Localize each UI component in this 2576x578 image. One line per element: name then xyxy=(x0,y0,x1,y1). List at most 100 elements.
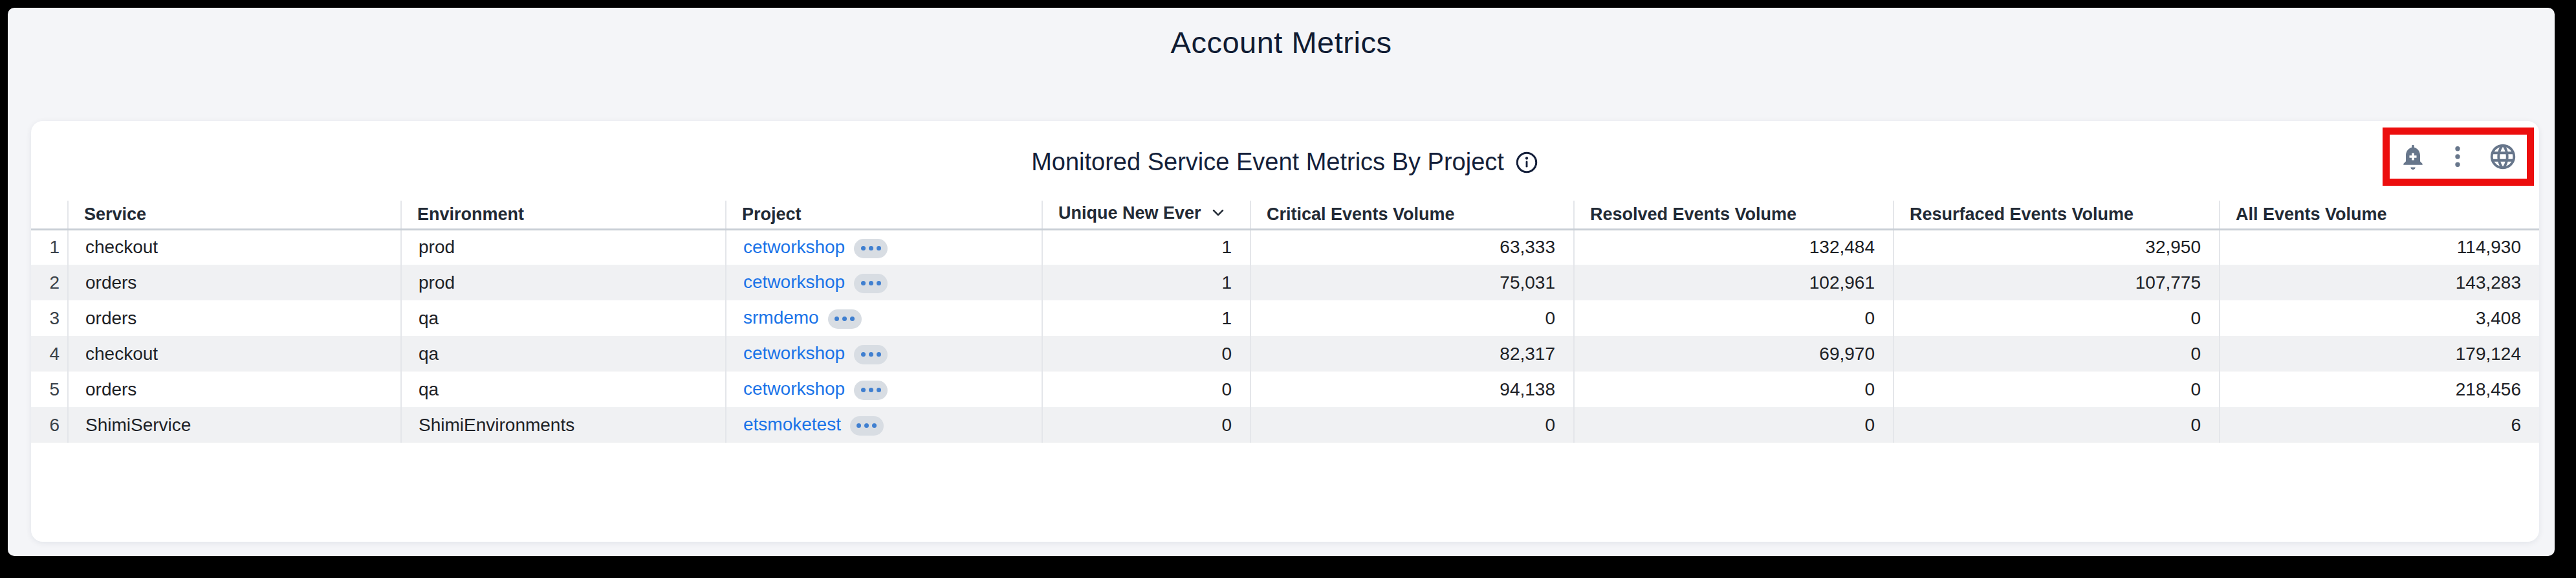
cell-unique_new: 0 xyxy=(1042,372,1250,407)
cell-unique_new: 1 xyxy=(1042,265,1250,300)
column-header-resurfaced[interactable]: Resurfaced Events Volume xyxy=(1894,201,2220,229)
dashboard-page: Account Metrics Monitored Service Event … xyxy=(8,8,2555,556)
row-index: 3 xyxy=(31,300,68,336)
cell-critical: 0 xyxy=(1250,300,1574,336)
page-title: Account Metrics xyxy=(8,25,2555,60)
cell-project: cetworkshop xyxy=(726,229,1042,265)
cell-environment: ShimiEnvironments xyxy=(401,407,726,443)
widget-card: Monitored Service Event Metrics By Proje… xyxy=(31,121,2539,542)
table-row: 6ShimiServiceShimiEnvironmentsetsmoketes… xyxy=(31,407,2539,443)
cell-environment: qa xyxy=(401,372,726,407)
cell-project: srmdemo xyxy=(726,300,1042,336)
column-header-label: Project xyxy=(742,205,802,224)
kebab-menu-icon xyxy=(2444,143,2471,170)
info-icon[interactable] xyxy=(1514,150,1539,175)
row-index: 1 xyxy=(31,229,68,265)
cell-critical: 82,317 xyxy=(1250,336,1574,372)
column-header-label: Critical Events Volume xyxy=(1267,205,1455,224)
row-index: 6 xyxy=(31,407,68,443)
column-header-all[interactable]: All Events Volume xyxy=(2220,201,2539,229)
highlight-box xyxy=(2383,128,2534,186)
cell-resolved: 0 xyxy=(1574,300,1894,336)
cell-resurfaced: 0 xyxy=(1894,372,2220,407)
table-row: 3ordersqasrmdemo10003,408 xyxy=(31,300,2539,336)
cell-environment: prod xyxy=(401,265,726,300)
column-header-service[interactable]: Service xyxy=(68,201,401,229)
cell-all: 6 xyxy=(2220,407,2539,443)
project-link[interactable]: srmdemo xyxy=(743,307,819,328)
cell-critical: 63,333 xyxy=(1250,229,1574,265)
widget-title-row: Monitored Service Event Metrics By Proje… xyxy=(31,148,2539,176)
project-link[interactable]: cetworkshop xyxy=(743,379,845,399)
table-row: 4checkoutqacetworkshop082,31769,9700179,… xyxy=(31,336,2539,372)
cell-resurfaced: 32,950 xyxy=(1894,229,2220,265)
metrics-table: Service Environment Project Unique New Ever… xyxy=(31,201,2539,443)
row-index: 5 xyxy=(31,372,68,407)
cell-critical: 75,031 xyxy=(1250,265,1574,300)
column-header-label: Resurfaced Events Volume xyxy=(1910,205,2134,224)
column-header-environment[interactable]: Environment xyxy=(401,201,726,229)
more-options-button[interactable] xyxy=(2444,143,2471,170)
row-index: 4 xyxy=(31,336,68,372)
table-row: 5ordersqacetworkshop094,13800218,456 xyxy=(31,372,2539,407)
sort-desc-icon xyxy=(1209,203,1227,226)
row-index-header xyxy=(31,201,68,229)
column-header-critical[interactable]: Critical Events Volume xyxy=(1250,201,1574,229)
cell-resolved: 69,970 xyxy=(1574,336,1894,372)
cell-all: 114,930 xyxy=(2220,229,2539,265)
table-header-row: Service Environment Project Unique New Ever… xyxy=(31,201,2539,229)
cell-project: cetworkshop xyxy=(726,372,1042,407)
globe-button[interactable] xyxy=(2488,142,2518,172)
cell-resolved: 132,484 xyxy=(1574,229,1894,265)
cell-service: orders xyxy=(68,265,401,300)
project-link[interactable]: cetworkshop xyxy=(743,343,845,363)
cell-resurfaced: 0 xyxy=(1894,407,2220,443)
column-header-label: Service xyxy=(84,205,146,224)
cell-unique_new: 0 xyxy=(1042,407,1250,443)
cell-resurfaced: 0 xyxy=(1894,336,2220,372)
column-header-unique_new[interactable]: Unique New Ever xyxy=(1042,201,1250,229)
project-more-pill[interactable] xyxy=(850,416,884,436)
cell-all: 218,456 xyxy=(2220,372,2539,407)
row-index: 2 xyxy=(31,265,68,300)
cell-environment: qa xyxy=(401,300,726,336)
cell-resolved: 102,961 xyxy=(1574,265,1894,300)
project-link[interactable]: cetworkshop xyxy=(743,237,845,257)
cell-service: ShimiService xyxy=(68,407,401,443)
globe-icon xyxy=(2488,142,2518,172)
project-link[interactable]: etsmoketest xyxy=(743,414,841,434)
column-header-label: All Events Volume xyxy=(2236,205,2387,224)
cell-unique_new: 1 xyxy=(1042,229,1250,265)
cell-project: cetworkshop xyxy=(726,336,1042,372)
table-row: 1checkoutprodcetworkshop163,333132,48432… xyxy=(31,229,2539,265)
cell-resurfaced: 107,775 xyxy=(1894,265,2220,300)
cell-project: etsmoketest xyxy=(726,407,1042,443)
cell-all: 3,408 xyxy=(2220,300,2539,336)
column-header-project[interactable]: Project xyxy=(726,201,1042,229)
cell-environment: qa xyxy=(401,336,726,372)
project-more-pill[interactable] xyxy=(854,345,888,364)
cell-unique_new: 1 xyxy=(1042,300,1250,336)
cell-environment: prod xyxy=(401,229,726,265)
project-link[interactable]: cetworkshop xyxy=(743,272,845,292)
column-header-label: Unique New Ever xyxy=(1058,203,1201,223)
table-row: 2ordersprod cetworkshop 175,031102,961107,… xyxy=(31,265,2539,300)
cell-unique_new: 0 xyxy=(1042,336,1250,372)
column-header-resolved[interactable]: Resolved Events Volume xyxy=(1574,201,1894,229)
cell-critical: 94,138 xyxy=(1250,372,1574,407)
project-more-pill[interactable] xyxy=(854,381,888,400)
screenshot-frame: Account Metrics Monitored Service Event … xyxy=(0,0,2576,578)
cell-resolved: 0 xyxy=(1574,372,1894,407)
project-more-pill[interactable] xyxy=(828,309,862,329)
add-alert-button[interactable] xyxy=(2399,142,2427,171)
cell-service: checkout xyxy=(68,336,401,372)
widget-title: Monitored Service Event Metrics By Proje… xyxy=(1031,148,1504,176)
column-header-label: Environment xyxy=(417,205,524,224)
cell-project: cetworkshop xyxy=(726,265,1042,300)
project-more-pill[interactable] xyxy=(854,239,888,258)
cell-resolved: 0 xyxy=(1574,407,1894,443)
project-more-pill[interactable] xyxy=(854,274,888,293)
cell-service: orders xyxy=(68,300,401,336)
cell-service: orders xyxy=(68,372,401,407)
column-header-label: Resolved Events Volume xyxy=(1590,205,1796,224)
